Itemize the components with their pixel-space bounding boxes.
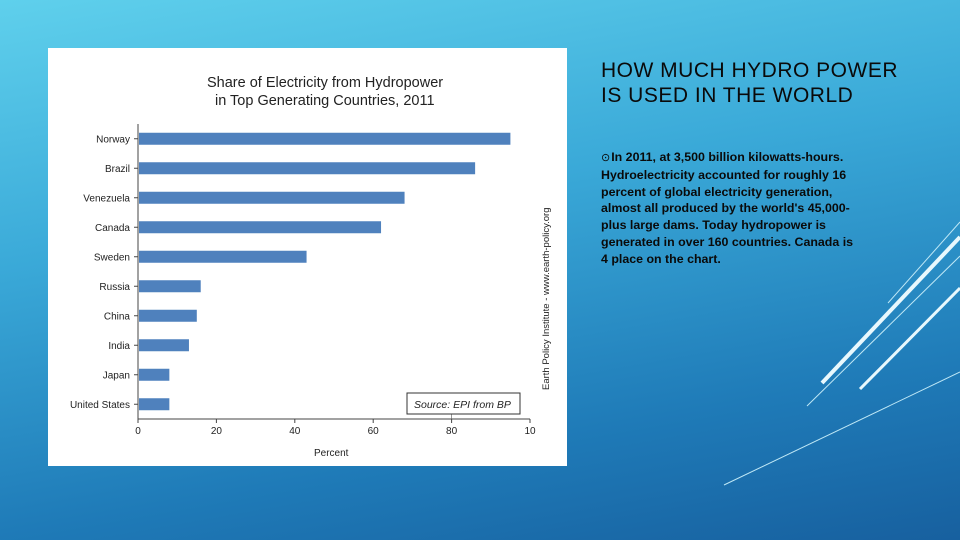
slide-title: HOW MUCH HYDRO POWER IS USED IN THE WORL… — [601, 59, 898, 107]
x-tick-label: 40 — [289, 426, 301, 437]
deco-line-4 — [858, 286, 960, 391]
chart-title-line1: Share of Electricity from Hydropower — [207, 75, 443, 91]
side-credit: Earth Policy Institute - www.earth-polic… — [541, 207, 552, 390]
slide-body: ⊙In 2011, at 3,500 billion kilowatts-hou… — [601, 149, 861, 268]
x-tick-label: 10 — [524, 426, 536, 437]
category-label-russia: Russia — [99, 282, 130, 293]
deco-line-3 — [806, 255, 960, 407]
category-label-japan: Japan — [103, 370, 130, 381]
category-label-china: China — [104, 311, 131, 322]
bar-brazil — [139, 162, 476, 175]
deco-line-5 — [723, 371, 960, 486]
bar-russia — [139, 280, 201, 293]
body-text: In 2011, at 3,500 billion kilowatts-hour… — [601, 150, 854, 266]
category-label-sweden: Sweden — [94, 252, 130, 263]
bar-japan — [139, 368, 170, 381]
chart-title-line2: in Top Generating Countries, 2011 — [215, 93, 435, 109]
deco-line-1 — [887, 221, 960, 304]
bar-united-states — [139, 398, 170, 411]
x-tick-label: 20 — [211, 426, 223, 437]
chart-card: Share of Electricity from Hydropower in … — [48, 48, 567, 466]
circle-arrow-bullet-icon: ⊙ — [601, 152, 611, 164]
category-label-india: India — [108, 341, 130, 352]
category-label-brazil: Brazil — [105, 164, 130, 175]
category-label-canada: Canada — [95, 223, 130, 234]
bar-india — [139, 339, 189, 352]
x-tick-label: 60 — [368, 426, 380, 437]
source-box — [406, 392, 521, 415]
x-axis-label: Percent — [314, 448, 349, 459]
category-label-united-states: United States — [70, 400, 130, 411]
bar-venezuela — [139, 191, 405, 204]
bar-china — [139, 309, 197, 322]
bar-norway — [139, 132, 511, 145]
category-label-venezuela: Venezuela — [83, 193, 130, 204]
category-label-norway: Norway — [96, 134, 130, 145]
bars-group: Norway Brazil Venezuela Canada Sweden Russia C… — [70, 132, 511, 411]
bar-canada — [139, 221, 382, 234]
x-tick-label: 0 — [135, 426, 141, 437]
hydropower-bar-chart: Share of Electricity from Hydropower in … — [70, 75, 552, 459]
deco-line-2 — [820, 235, 960, 385]
x-tick-label: 80 — [446, 426, 458, 437]
source-label: Source: EPI from BP — [414, 399, 511, 411]
bar-sweden — [139, 250, 307, 263]
